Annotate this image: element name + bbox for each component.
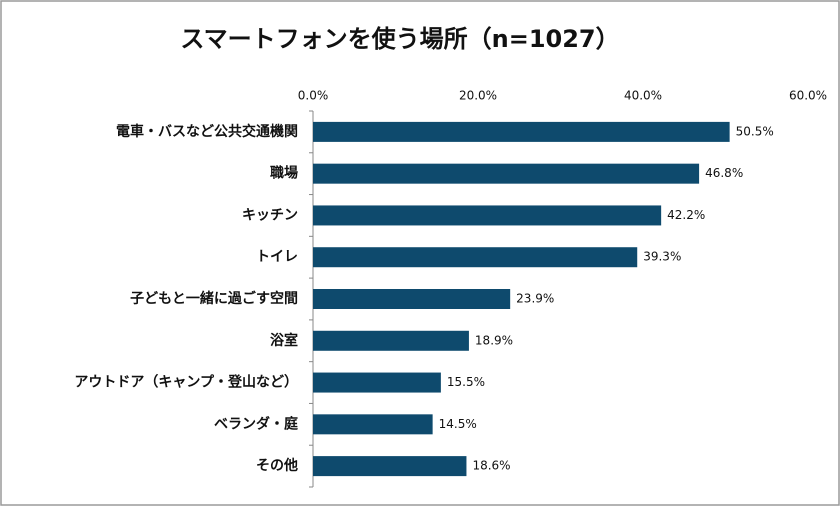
value-label: 14.5%: [439, 417, 477, 431]
category-label: トイレ: [256, 249, 298, 265]
x-tick-label: 20.0%: [459, 89, 497, 103]
x-tick-label: 0.0%: [298, 89, 329, 103]
value-label: 39.3%: [643, 250, 681, 264]
value-label: 50.5%: [736, 124, 774, 138]
category-label: アウトドア（キャンプ・登山など）: [74, 374, 298, 391]
category-label: その他: [256, 457, 298, 474]
value-label: 23.9%: [516, 292, 554, 306]
value-label: 15.5%: [447, 375, 485, 389]
bar: [313, 121, 730, 142]
chart-title: スマートフォンを使う場所（n=1027）: [180, 25, 619, 53]
bar: [313, 289, 511, 309]
bar: [313, 372, 441, 393]
value-label: 46.8%: [705, 166, 743, 180]
category-label: ベランダ・庭: [214, 415, 299, 432]
bar: [313, 163, 700, 184]
category-label: 電車・バスなど公共交通機関: [116, 123, 298, 140]
value-label: 42.2%: [667, 208, 705, 222]
category-label: キッチン: [242, 207, 298, 223]
value-label: 18.6%: [472, 459, 510, 473]
bar: [313, 456, 467, 477]
x-tick-label: 60.0%: [789, 89, 827, 103]
category-label: 浴室: [270, 332, 298, 349]
bar: [313, 247, 638, 268]
bar: [313, 414, 433, 435]
bar: [313, 330, 469, 351]
x-tick-label: 40.0%: [624, 89, 662, 103]
category-label: 子どもと一緒に過ごす空間: [130, 290, 298, 307]
value-label: 18.9%: [475, 333, 513, 347]
bar: [313, 205, 662, 226]
category-label: 職場: [270, 165, 298, 182]
